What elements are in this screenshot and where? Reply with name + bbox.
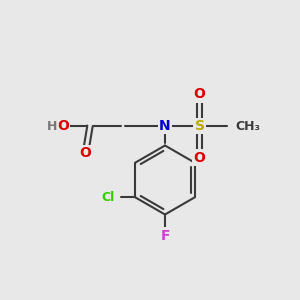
Text: N: N — [159, 119, 171, 133]
Text: F: F — [160, 229, 170, 242]
Text: H: H — [46, 119, 57, 133]
Text: S: S — [194, 119, 205, 133]
Text: O: O — [194, 151, 206, 164]
Text: O: O — [80, 146, 92, 160]
Text: O: O — [57, 119, 69, 133]
Text: Cl: Cl — [101, 191, 114, 204]
Text: CH₃: CH₃ — [236, 119, 260, 133]
Text: O: O — [194, 88, 206, 101]
